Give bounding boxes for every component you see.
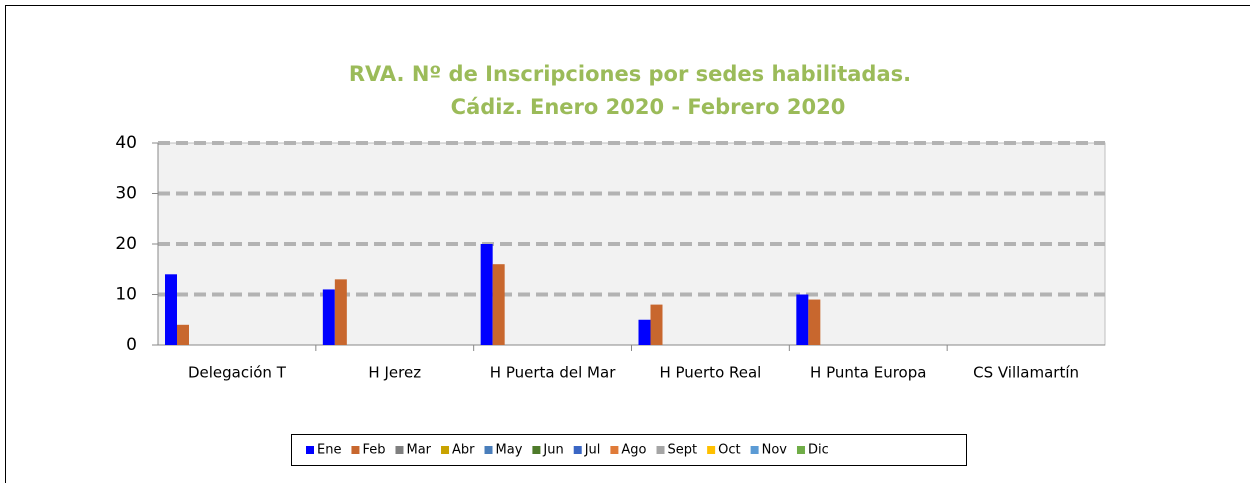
bar	[639, 320, 651, 345]
chart-title: Cádiz. Enero 2020 - Febrero 2020	[451, 95, 846, 119]
legend-label: Mar	[406, 443, 431, 458]
x-tick-label: H Jerez	[368, 364, 421, 382]
x-tick-label: H Puerto Real	[659, 364, 761, 382]
legend-label: Ago	[621, 443, 646, 458]
legend-label: Dic	[808, 443, 829, 458]
bar	[651, 305, 663, 345]
legend-swatch	[707, 446, 715, 454]
legend-label: Feb	[362, 443, 385, 458]
x-tick-label: CS Villamartín	[973, 364, 1079, 382]
legend-label: Nov	[762, 443, 788, 458]
legend-label: Jul	[584, 443, 601, 458]
legend-swatch	[306, 446, 314, 454]
legend-swatch	[797, 446, 805, 454]
y-tick-label: 30	[115, 184, 137, 204]
bar	[493, 264, 505, 345]
x-tick-label: H Punta Europa	[810, 364, 926, 382]
legend-label: Jun	[542, 443, 563, 458]
bar	[481, 244, 493, 345]
legend-swatch	[441, 446, 449, 454]
legend-label: May	[496, 443, 523, 458]
legend-label: Oct	[718, 443, 740, 458]
bar	[335, 279, 347, 345]
bar	[796, 295, 808, 346]
legend-swatch	[610, 446, 618, 454]
y-tick-label: 0	[126, 335, 137, 355]
legend-swatch	[532, 446, 540, 454]
bar	[323, 289, 335, 345]
bar	[165, 274, 177, 345]
legend-label: Abr	[452, 443, 475, 458]
y-tick-label: 40	[115, 133, 137, 153]
bar	[177, 325, 189, 345]
legend-swatch	[485, 446, 493, 454]
chart-title: RVA. Nº de Inscripciones por sedes habil…	[349, 62, 911, 86]
y-tick-label: 20	[115, 234, 137, 254]
legend-swatch	[657, 446, 665, 454]
legend-swatch	[574, 446, 582, 454]
x-tick-label: H Puerta del Mar	[490, 364, 616, 382]
bar	[808, 300, 820, 345]
legend-swatch	[351, 446, 359, 454]
legend-label: Ene	[317, 443, 341, 458]
x-tick-label: Delegación T	[188, 364, 287, 382]
y-tick-label: 10	[115, 285, 137, 305]
legend-label: Sept	[668, 443, 698, 458]
legend-swatch	[751, 446, 759, 454]
legend-swatch	[395, 446, 403, 454]
